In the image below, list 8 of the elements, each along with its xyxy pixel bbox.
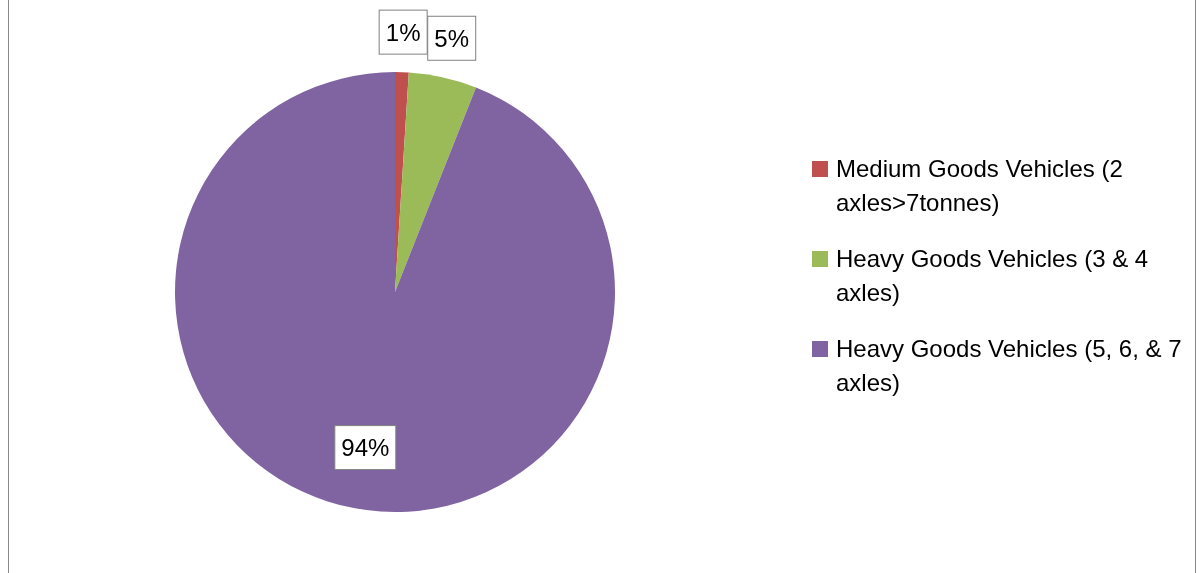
- legend-label: Heavy Goods Vehicles (3 & 4 axles): [836, 243, 1150, 308]
- legend-label: Heavy Goods Vehicles (5, 6, & 7 axles): [836, 333, 1182, 398]
- pie-slice: [175, 72, 615, 512]
- data-label: 94%: [341, 434, 390, 462]
- data-label: 5%: [434, 24, 470, 52]
- legend-label: Medium Goods Vehicles (2 axles>7tonnes): [836, 153, 1124, 218]
- pie-slice: [395, 72, 476, 292]
- data-label: 1%: [385, 18, 421, 46]
